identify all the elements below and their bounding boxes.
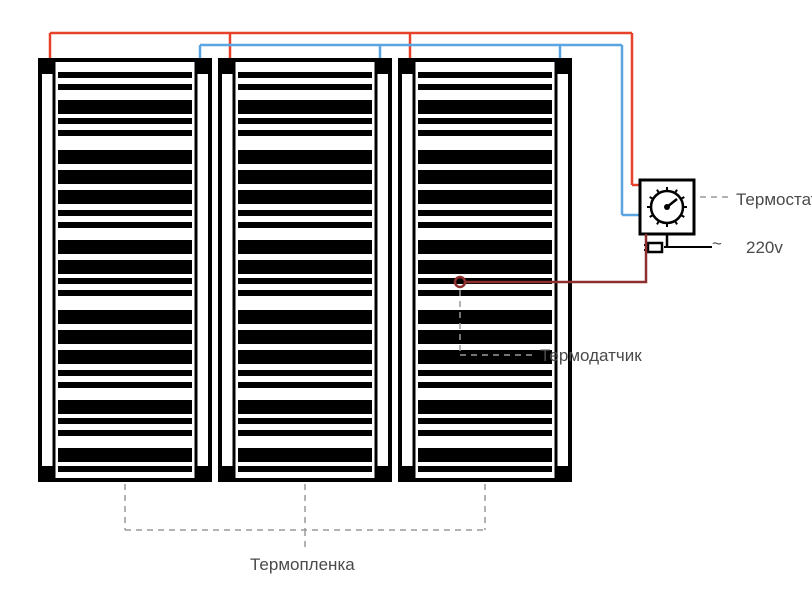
- wiring-diagram: [0, 0, 812, 613]
- thermostat-label: Термостат: [736, 190, 812, 210]
- voltage-label: 220v: [746, 238, 783, 258]
- thermofilm-label: Термопленка: [250, 555, 355, 575]
- voltage-tilde: ~: [712, 234, 722, 254]
- thermosensor-label: Термодатчик: [540, 346, 642, 366]
